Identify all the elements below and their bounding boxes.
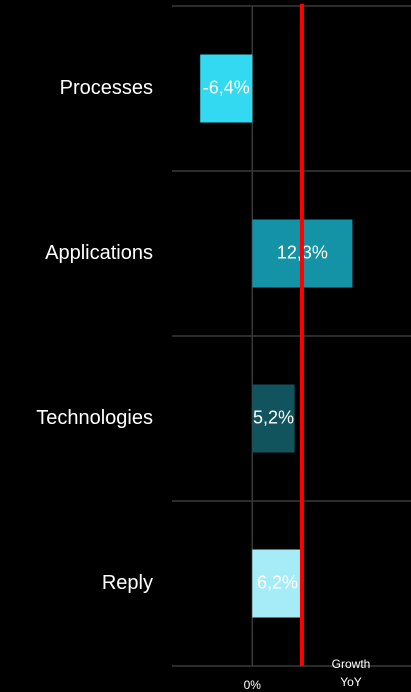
data-label-processes: -6,4%: [203, 77, 250, 97]
x-tick-label-zero: 0%: [244, 678, 262, 692]
category-label-applications: Applications: [45, 242, 153, 264]
bar-processes: [200, 54, 253, 123]
category-label-reply: Reply: [102, 572, 153, 594]
data-label-technologies: 5,2%: [253, 407, 294, 427]
labels: Processes-6,4%Applications12,3%Technolog…: [36, 77, 328, 594]
reference-line-label: Growth: [332, 657, 371, 671]
reference-line-label-unit: YoY: [340, 675, 362, 689]
data-label-reply: 6,2%: [257, 572, 298, 592]
bar-reply: [252, 549, 303, 618]
bar-technologies: [252, 384, 295, 453]
category-label-technologies: Technologies: [36, 407, 153, 429]
category-label-processes: Processes: [60, 77, 153, 99]
